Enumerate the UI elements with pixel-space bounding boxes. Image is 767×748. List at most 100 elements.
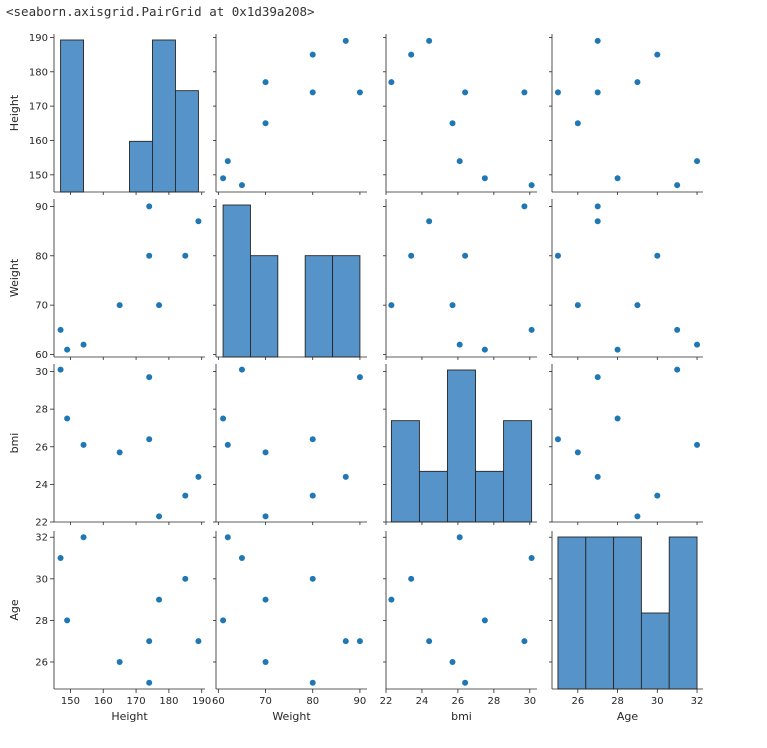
- x-axis-label-bmi: bmi: [451, 710, 472, 723]
- point-age-bmi-0: [426, 638, 433, 645]
- point-bmi-weight-3: [356, 374, 363, 381]
- y-tick-label: 24: [35, 480, 48, 491]
- y-tick-label: 28: [35, 616, 48, 627]
- point-height-age-8: [674, 182, 681, 189]
- point-age-bmi-8: [528, 555, 535, 562]
- hist-bar-weight-0: [222, 204, 251, 358]
- point-bmi-weight-5: [262, 449, 269, 456]
- point-bmi-height-8: [57, 366, 64, 373]
- point-bmi-age-5: [574, 449, 581, 456]
- x-tick-label: 28: [611, 696, 624, 707]
- y-tick-label: 22: [35, 518, 48, 529]
- hist-bar-height-0: [60, 39, 84, 193]
- panel-bmi-vs-bmi: [383, 364, 537, 525]
- point-weight-height-1: [182, 252, 189, 259]
- point-height-bmi-5: [449, 120, 456, 127]
- y-axis-label-height: Height: [8, 94, 21, 131]
- point-weight-bmi-7: [481, 346, 488, 353]
- hist-bar-bmi-2: [447, 369, 476, 523]
- point-age-height-0: [195, 638, 202, 645]
- panel-weight-vs-height: 60 70 80 90 Weight: [8, 199, 205, 361]
- point-weight-age-4: [554, 252, 561, 259]
- point-bmi-height-0: [195, 473, 202, 480]
- point-age-weight-8: [238, 555, 245, 562]
- y-tick-label: 80: [35, 251, 48, 262]
- cell-output-text: <seaborn.axisgrid.PairGrid at 0x1d39a208…: [6, 4, 315, 19]
- panel-age-vs-height: 26 28 30 32 Age 150 160 170 180 190 Height: [8, 531, 211, 723]
- point-age-weight-1: [309, 575, 316, 582]
- point-weight-bmi-4: [462, 252, 469, 259]
- point-height-bmi-7: [481, 175, 488, 182]
- point-height-age-6: [694, 158, 701, 165]
- hist-bar-bmi-1: [418, 470, 448, 523]
- point-bmi-weight-7: [220, 415, 227, 422]
- point-age-bmi-3: [521, 638, 528, 645]
- point-bmi-weight-8: [238, 366, 245, 373]
- point-age-weight-7: [220, 617, 227, 624]
- point-weight-height-0: [195, 218, 202, 225]
- point-height-weight-3: [356, 89, 363, 96]
- panel-age-vs-bmi: 22 24 26 28 30 bmi: [380, 531, 537, 723]
- point-weight-age-3: [594, 203, 601, 210]
- x-axis-label-height: Height: [111, 710, 148, 723]
- point-weight-age-8: [674, 326, 681, 333]
- point-age-weight-2: [262, 596, 269, 603]
- point-bmi-height-1: [182, 492, 189, 499]
- point-weight-age-2: [634, 302, 641, 309]
- point-age-height-2: [156, 596, 163, 603]
- point-weight-bmi-3: [521, 203, 528, 210]
- point-height-weight-7: [220, 175, 227, 182]
- x-tick-label: 150: [61, 696, 80, 707]
- point-age-height-5: [116, 658, 123, 665]
- point-weight-age-1: [654, 252, 661, 259]
- point-bmi-age-6: [694, 441, 701, 448]
- point-height-weight-6: [224, 158, 231, 165]
- panel-height-vs-height: 150 160 170 180 190 Height: [8, 33, 205, 195]
- point-bmi-height-2: [156, 513, 163, 520]
- hist-bar-weight-3: [304, 255, 334, 358]
- point-bmi-age-1: [654, 492, 661, 499]
- point-weight-bmi-6: [456, 341, 463, 348]
- x-tick-label: 180: [159, 696, 178, 707]
- point-bmi-height-4: [146, 436, 153, 443]
- x-tick-label: 160: [94, 696, 113, 707]
- y-tick-label: 26: [35, 657, 48, 668]
- panel-bmi-vs-height: 22 24 26 28 30 bmi: [8, 364, 205, 529]
- point-height-age-0: [594, 37, 601, 44]
- panel-age-vs-age: 26 28 30 32 Age: [549, 531, 703, 723]
- panel-age-vs-weight: 60 70 80 90 Weight: [212, 531, 367, 723]
- hist-bar-age-2: [613, 536, 642, 690]
- y-tick-label: 30: [35, 367, 48, 378]
- point-weight-age-5: [574, 302, 581, 309]
- y-tick-label: 190: [29, 33, 48, 44]
- point-weight-age-6: [694, 341, 701, 348]
- point-weight-age-0: [594, 218, 601, 225]
- x-tick-label: 90: [354, 696, 367, 707]
- x-tick-label: 28: [487, 696, 500, 707]
- point-height-age-4: [554, 89, 561, 96]
- point-height-bmi-6: [456, 158, 463, 165]
- x-tick-label: 70: [259, 696, 272, 707]
- y-tick-label: 170: [29, 102, 48, 113]
- point-weight-height-8: [57, 326, 64, 333]
- point-bmi-age-4: [554, 436, 561, 443]
- hist-bar-height-3: [129, 140, 153, 193]
- point-weight-bmi-8: [528, 326, 535, 333]
- point-weight-height-3: [146, 203, 153, 210]
- point-height-bmi-8: [528, 182, 535, 189]
- panel-bmi-vs-weight: [213, 364, 367, 525]
- point-weight-bmi-2: [388, 302, 395, 309]
- x-tick-label: 30: [523, 696, 536, 707]
- point-bmi-height-3: [146, 374, 153, 381]
- y-tick-label: 90: [35, 202, 48, 213]
- point-bmi-weight-2: [262, 513, 269, 520]
- hist-bar-age-3: [640, 612, 670, 690]
- point-age-bmi-2: [388, 596, 395, 603]
- y-axis-label-bmi: bmi: [8, 433, 21, 454]
- point-weight-bmi-0: [426, 218, 433, 225]
- panel-bmi-vs-age: [549, 364, 703, 525]
- panel-weight-vs-bmi: [383, 199, 537, 360]
- point-weight-height-5: [116, 302, 123, 309]
- hist-bar-age-4: [668, 536, 698, 690]
- point-age-weight-3: [356, 638, 363, 645]
